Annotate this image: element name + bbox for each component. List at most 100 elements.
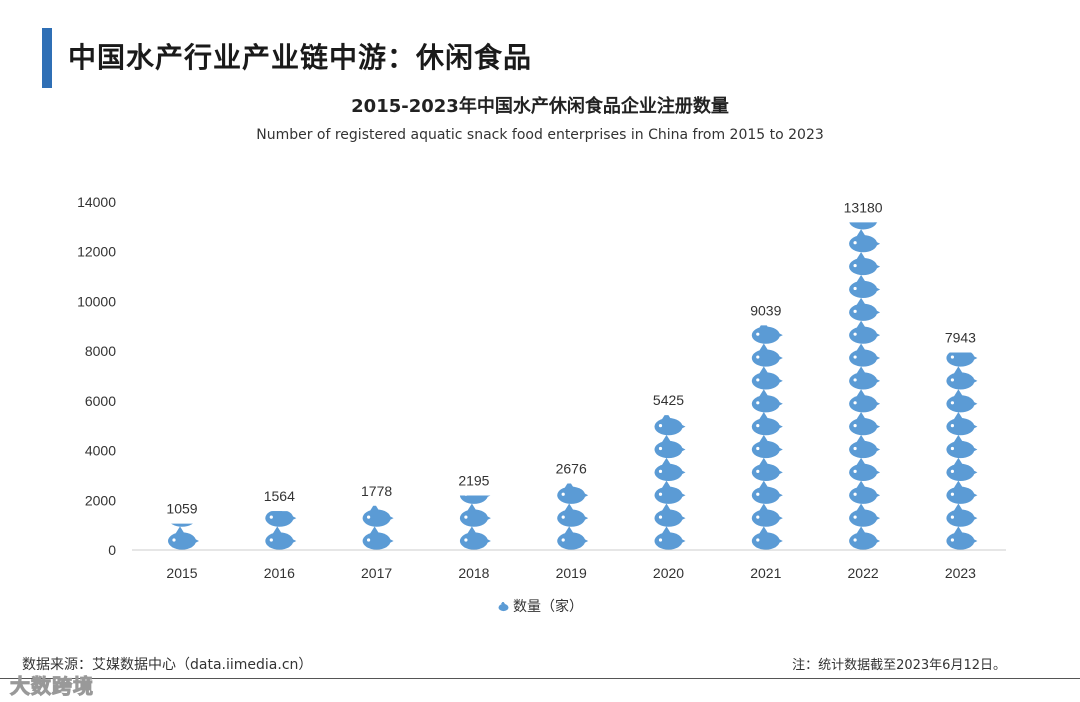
- fish-icon: [849, 434, 881, 459]
- x-tick-label: 2023: [945, 565, 976, 581]
- bar-2016: [265, 511, 297, 550]
- bar-2017: [362, 505, 394, 550]
- title-accent-bar: [42, 28, 52, 88]
- page-title: 中国水产行业产业链中游：休闲食品: [68, 41, 533, 74]
- fish-icon: [459, 495, 491, 504]
- fish-icon: [946, 457, 978, 481]
- fish-icon: [654, 457, 686, 481]
- fish-icon: [654, 526, 686, 550]
- fish-icon: [751, 503, 783, 527]
- x-tick-label: 2020: [653, 565, 684, 581]
- bar-2022: [849, 222, 881, 550]
- data-label: 1778: [361, 483, 392, 499]
- fish-icon: [946, 389, 978, 413]
- y-axis: 0 2000 4000 6000 8000 10000 12000 14000: [77, 194, 116, 558]
- fish-icon: [654, 434, 686, 459]
- fish-icon: [751, 366, 783, 390]
- data-label: 13180: [844, 199, 883, 215]
- fish-icon: [362, 505, 394, 527]
- fish-icon: [849, 343, 881, 367]
- bar-2019: [557, 483, 589, 550]
- y-tick-label: 2000: [85, 492, 116, 508]
- x-tick-label: 2021: [750, 565, 781, 581]
- fish-icon: [849, 480, 881, 504]
- data-label: 7943: [945, 330, 976, 346]
- fish-icon: [654, 503, 686, 527]
- bar-2023: [946, 352, 978, 550]
- bar-2018: [459, 495, 491, 550]
- data-label: 9039: [750, 302, 781, 318]
- chart-subtitle: Number of registered aquatic snack food …: [256, 127, 824, 143]
- fish-icon: [946, 526, 978, 550]
- fish-icon: [849, 526, 881, 550]
- bars: [168, 222, 978, 550]
- fish-icon: [849, 229, 881, 253]
- fish-icon: [751, 412, 783, 436]
- footnote: 注：统计数据截至2023年6月12日。: [792, 658, 1006, 673]
- fish-icon: [265, 511, 297, 527]
- fish-icon: [849, 251, 881, 276]
- x-tick-label: 2022: [848, 565, 879, 581]
- x-axis: 2015 2016 2017 2018 2019 2020 2021 2022 2023: [166, 565, 976, 581]
- fish-icon: [946, 412, 978, 436]
- fish-icon: [168, 526, 199, 550]
- fish-icon: [459, 503, 491, 527]
- watermark: 大数跨境: [10, 674, 94, 699]
- data-label: 2195: [458, 472, 489, 488]
- y-tick-label: 4000: [85, 443, 116, 459]
- x-tick-label: 2018: [458, 565, 489, 581]
- fish-icon: [362, 526, 394, 550]
- fish-icon: [849, 320, 881, 344]
- y-tick-label: 14000: [77, 194, 116, 210]
- fish-icon: [751, 434, 783, 459]
- bar-2021: [751, 325, 783, 550]
- fish-icon: [751, 457, 783, 481]
- fish-icon: [849, 412, 881, 436]
- fish-icon: [171, 523, 193, 527]
- fish-icon: [946, 503, 978, 527]
- bar-2015: [168, 523, 199, 550]
- fish-icon: [459, 526, 491, 550]
- fish-icon: [849, 503, 881, 527]
- y-tick-label: 10000: [77, 293, 116, 309]
- fish-icon: [265, 526, 297, 550]
- bottom-divider: [0, 678, 1080, 679]
- fish-icon: [946, 366, 978, 390]
- fish-icon: [654, 480, 686, 504]
- fish-icon: [751, 389, 783, 413]
- fish-icon: [849, 222, 878, 230]
- fish-icon: [849, 366, 881, 390]
- y-tick-label: 12000: [77, 244, 116, 260]
- fish-icon: [751, 480, 783, 504]
- bar-2020: [654, 415, 686, 550]
- fish-icon: [946, 352, 978, 367]
- x-tick-label: 2019: [556, 565, 587, 581]
- fish-icon: [751, 343, 783, 367]
- data-label: 2676: [556, 460, 587, 476]
- fish-icon: [557, 526, 589, 550]
- fish-icon: [654, 415, 686, 436]
- x-tick-label: 2015: [166, 565, 197, 581]
- data-label: 5425: [653, 392, 684, 408]
- chart-title: 2015-2023年中国水产休闲食品企业注册数量: [351, 96, 729, 117]
- y-tick-label: 6000: [85, 393, 116, 409]
- fish-icon: [849, 389, 881, 413]
- y-tick-label: 0: [108, 542, 116, 558]
- chart-legend: 数量（家）: [0, 596, 1080, 616]
- data-label: 1564: [264, 488, 295, 504]
- x-tick-label: 2016: [264, 565, 295, 581]
- legend-label: 数量（家）: [513, 599, 583, 615]
- fish-icon: [557, 483, 589, 504]
- fish-icon: [946, 434, 978, 459]
- x-tick-label: 2017: [361, 565, 392, 581]
- fish-icon: [751, 325, 783, 344]
- fish-icon: [849, 274, 881, 299]
- fish-icon: [849, 297, 881, 321]
- fish-icon: [849, 457, 881, 481]
- data-label: 1059: [166, 501, 197, 517]
- fish-icon: [498, 602, 509, 612]
- fish-icon: [557, 503, 589, 527]
- fish-icon: [751, 526, 783, 550]
- fish-icon: [946, 480, 978, 504]
